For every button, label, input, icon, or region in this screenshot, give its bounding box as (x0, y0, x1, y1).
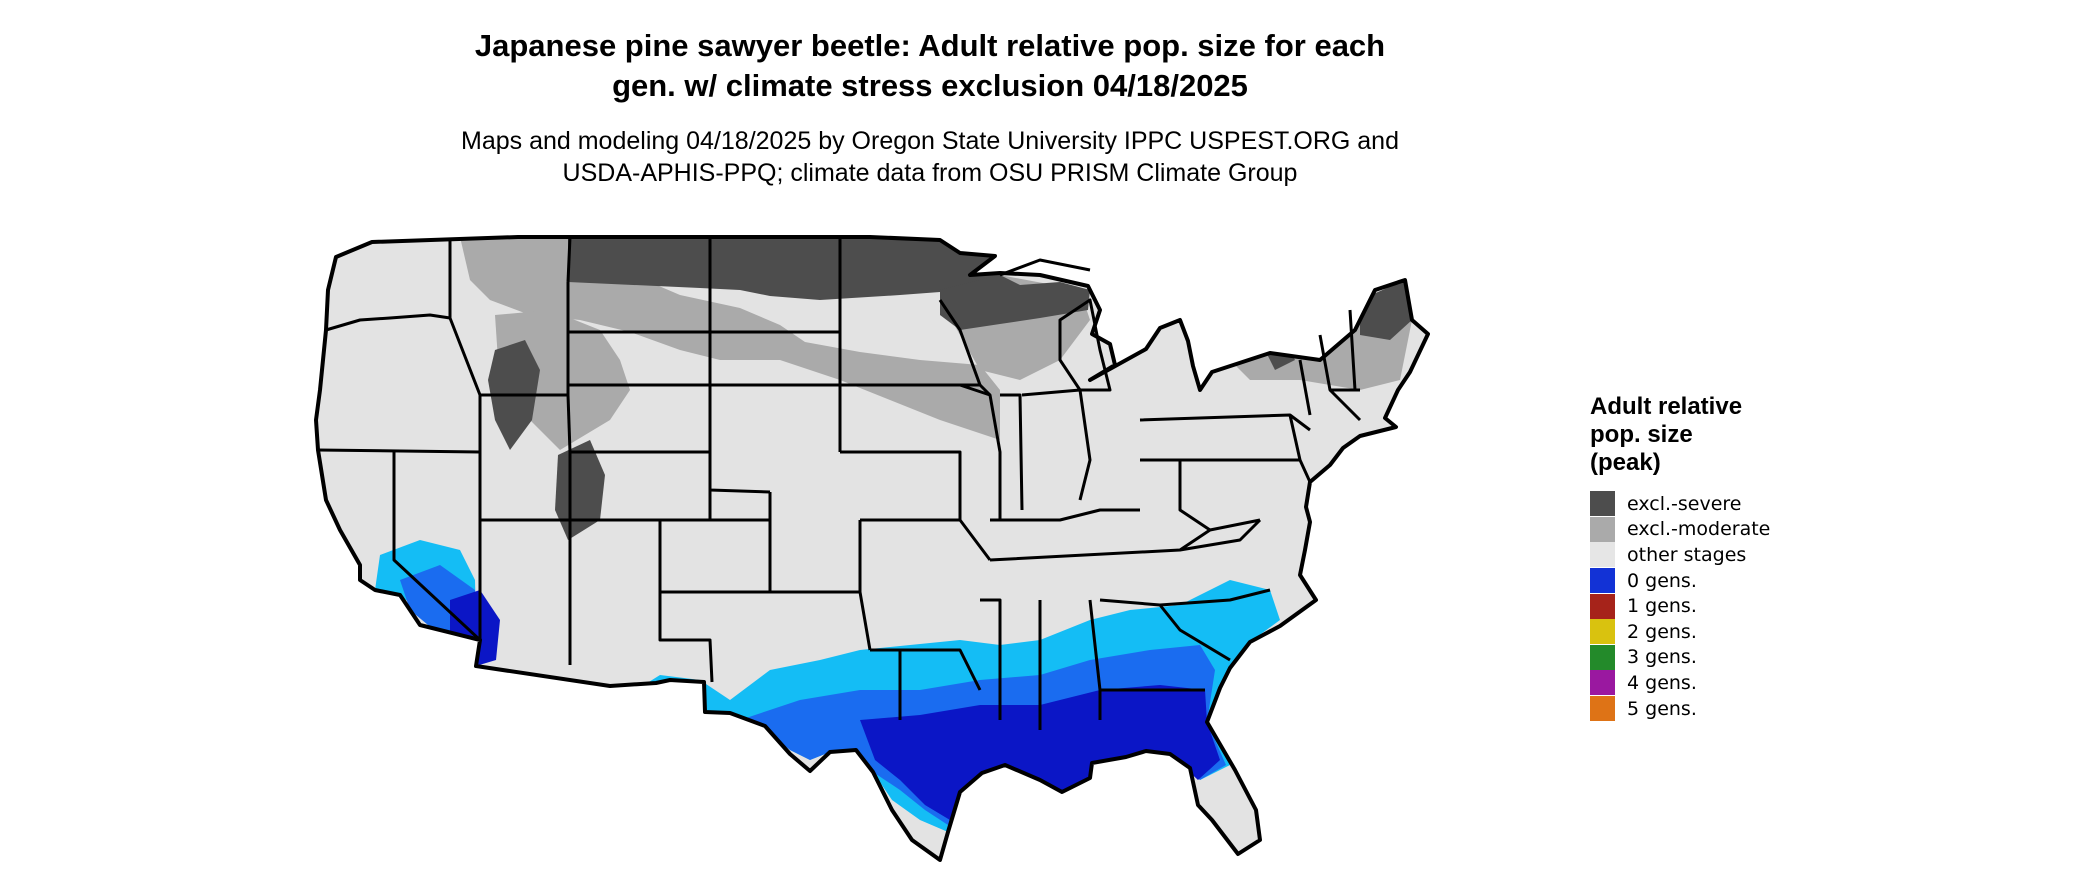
map-title-line-2: gen. w/ climate stress exclusion 04/18/2… (612, 68, 1248, 103)
legend-label: excl.-moderate (1627, 518, 1771, 541)
legend-item: 0 gens. (1590, 568, 1850, 594)
us-map (314, 235, 1430, 862)
state-borders (317, 236, 1362, 730)
legend-title-line-1: Adult relative (1590, 393, 1743, 420)
excl-severe-region-colorado (555, 440, 605, 540)
legend-label: 2 gens. (1627, 620, 1697, 643)
legend-label: 4 gens. (1627, 671, 1697, 694)
map-title: Japanese pine sawyer beetle: Adult relat… (0, 26, 1860, 106)
legend-title-line-3: (peak) (1590, 449, 1661, 476)
excl-severe-region-north-plains (568, 237, 1000, 300)
legend-item: 1 gens. (1590, 593, 1850, 619)
legend-swatch (1590, 491, 1615, 517)
legend-label: 3 gens. (1627, 646, 1697, 669)
legend: Adult relative pop. size (peak) excl.-se… (1590, 393, 1850, 722)
legend-item: 4 gens. (1590, 670, 1850, 696)
legend-swatch (1590, 568, 1615, 594)
legend-label: 0 gens. (1627, 569, 1697, 592)
legend-item: 2 gens. (1590, 619, 1850, 645)
map-subtitle-line-1: Maps and modeling 04/18/2025 by Oregon S… (461, 127, 1399, 155)
legend-label: excl.-severe (1627, 492, 1742, 515)
excl-moderate-region-north (460, 237, 1000, 440)
map-title-line-1: Japanese pine sawyer beetle: Adult relat… (474, 28, 1386, 63)
legend-item: excl.-severe (1590, 491, 1850, 517)
legend-label: 1 gens. (1627, 595, 1697, 618)
legend-swatch (1590, 516, 1615, 542)
legend-swatch (1590, 593, 1615, 619)
map-subtitle: Maps and modeling 04/18/2025 by Oregon S… (0, 125, 1860, 189)
legend-swatch (1590, 696, 1615, 722)
legend-label: other stages (1627, 543, 1747, 566)
legend-item: 5 gens. (1590, 696, 1850, 722)
legend-swatch (1590, 542, 1615, 568)
legend-title: Adult relative pop. size (peak) (1590, 393, 1850, 477)
legend-label: 5 gens. (1627, 697, 1697, 720)
map-subtitle-line-2: USDA-APHIS-PPQ; climate data from OSU PR… (562, 159, 1298, 187)
legend-swatch (1590, 619, 1615, 645)
legend-swatch (1590, 644, 1615, 670)
legend-item: other stages (1590, 542, 1850, 568)
legend-items: excl.-severe excl.-moderate other stages 0 … (1590, 491, 1850, 722)
legend-swatch (1590, 670, 1615, 696)
zero-gens-dark-gulf (860, 685, 1220, 820)
excl-severe-region-upper-midwest (940, 275, 1090, 330)
legend-item: excl.-moderate (1590, 516, 1850, 543)
legend-item: 3 gens. (1590, 644, 1850, 671)
legend-title-line-2: pop. size (1590, 421, 1693, 448)
